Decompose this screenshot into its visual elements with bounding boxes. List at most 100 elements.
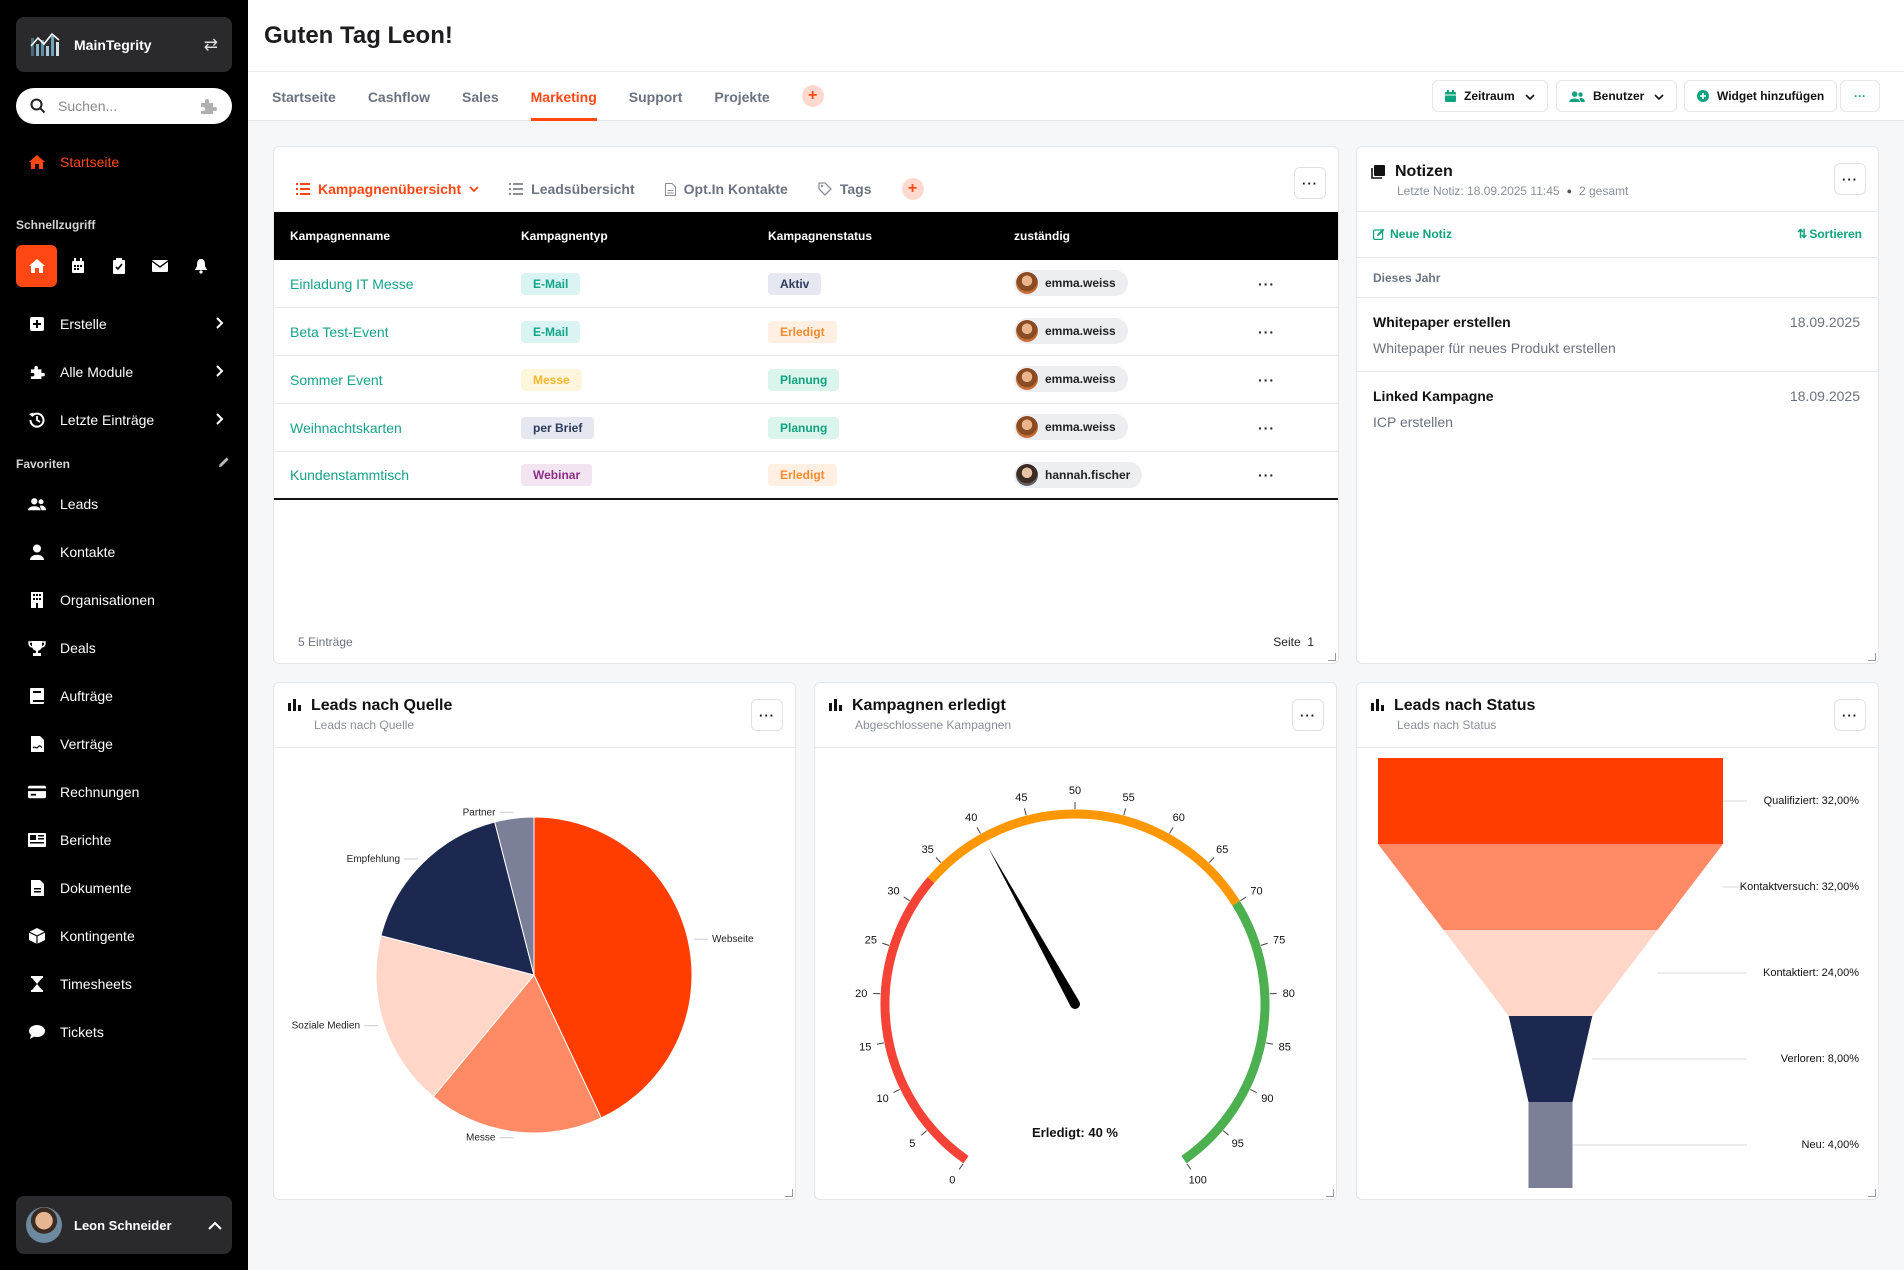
owner-chip[interactable]: emma.weiss (1014, 414, 1128, 440)
table-row[interactable]: Weihnachtskarten per Brief Planung emma.… (274, 404, 1338, 452)
tab-projekte[interactable]: Projekte (714, 88, 770, 105)
tab-optin-kontakte[interactable]: Opt.In Kontakte (664, 167, 788, 211)
campaign-name-link[interactable]: Sommer Event (290, 371, 383, 388)
owner-chip[interactable]: emma.weiss (1014, 366, 1128, 392)
table-row[interactable]: Beta Test-Event E-Mail Erledigt emma.wei… (274, 308, 1338, 356)
quick-home-button[interactable] (16, 245, 57, 287)
sidebar-item-label: Berichte (60, 832, 112, 848)
sidebar-item-dokumente[interactable]: Dokumente (28, 880, 224, 896)
sidebar-item-deals[interactable]: Deals (28, 640, 224, 656)
sort-button[interactable]: ⇅ Sortieren (1797, 227, 1862, 241)
tab-startseite[interactable]: Startseite (272, 88, 336, 105)
tab-cashflow[interactable]: Cashflow (367, 88, 431, 105)
sidebar-item-letzte-eintraege[interactable]: Letzte Einträge (28, 412, 224, 428)
row-actions-button[interactable]: ··· (1258, 323, 1275, 340)
resize-handle[interactable] (785, 1189, 793, 1197)
table-row[interactable]: Einladung IT Messe E-Mail Aktiv emma.wei… (274, 260, 1338, 308)
owner-chip[interactable]: emma.weiss (1014, 318, 1128, 344)
widget-more-button[interactable]: ··· (1292, 699, 1324, 731)
resize-handle[interactable] (1326, 1189, 1334, 1197)
column-header[interactable]: Kampagnenstatus (768, 229, 873, 243)
pie-label: Soziale Medien (292, 1021, 360, 1032)
quick-notifications-button[interactable] (180, 245, 221, 287)
pencil-icon[interactable] (218, 455, 230, 471)
resize-handle[interactable] (1868, 653, 1876, 661)
funnel-segment[interactable] (1508, 1016, 1593, 1102)
gauge-value-label: Erledigt: 40 % (1032, 1125, 1118, 1140)
owner-chip[interactable]: hannah.fischer (1014, 461, 1143, 488)
sidebar-item-organisationen[interactable]: Organisationen (28, 592, 224, 608)
benutzer-button[interactable]: Benutzer (1556, 80, 1678, 112)
quick-tasks-button[interactable] (98, 245, 139, 287)
row-actions-button[interactable]: ··· (1258, 371, 1275, 388)
resize-handle[interactable] (1868, 1189, 1876, 1197)
page-number[interactable]: 1 (1307, 635, 1314, 649)
zeitraum-button[interactable]: Zeitraum (1432, 80, 1548, 112)
note-item[interactable]: Linked Kampagne ICP erstellen 18.09.2025 (1357, 372, 1880, 446)
add-widget-button[interactable]: Widget hinzufügen (1684, 80, 1838, 112)
resize-handle[interactable] (1328, 653, 1336, 661)
widget-more-button[interactable]: ··· (751, 699, 783, 731)
campaign-name-link[interactable]: Beta Test-Event (290, 323, 389, 340)
tab-tags[interactable]: Tags (818, 167, 872, 211)
user-menu[interactable]: Leon Schneider (16, 1196, 232, 1254)
divider (1357, 297, 1878, 298)
header-more-button[interactable]: ··· (1840, 80, 1880, 112)
add-tab-button[interactable]: + (801, 85, 824, 107)
sidebar-item-auftraege[interactable]: Aufträge (28, 688, 224, 704)
funnel-segment[interactable] (1378, 758, 1723, 844)
pie-label: Webseite (712, 934, 754, 945)
table-row[interactable]: Kundenstammtisch Webinar Erledigt hannah… (274, 452, 1338, 500)
campaigns-more-button[interactable]: ··· (1294, 167, 1326, 199)
note-item[interactable]: Whitepaper erstellen Whitepaper für neue… (1357, 298, 1880, 372)
campaign-name-link[interactable]: Einladung IT Messe (290, 275, 414, 292)
pie-slice[interactable] (375, 935, 535, 1098)
sidebar-item-rechnungen[interactable]: Rechnungen (28, 784, 224, 800)
search-input[interactable]: Suchen... (58, 98, 118, 114)
sidebar-item-alle-module[interactable]: Alle Module (28, 364, 224, 380)
sidebar-item-timesheets[interactable]: Timesheets (28, 976, 224, 992)
sidebar-item-kontingente[interactable]: Kontingente (28, 928, 224, 944)
campaign-name-link[interactable]: Kundenstammtisch (290, 467, 410, 483)
quick-mail-button[interactable] (139, 245, 180, 287)
owner-chip[interactable]: emma.weiss (1014, 270, 1128, 296)
add-campaign-tab-button[interactable]: + (901, 178, 924, 200)
nav-startseite[interactable]: Startseite (28, 154, 119, 170)
tab-marketing[interactable]: Marketing (530, 72, 597, 121)
pie-slice[interactable] (380, 821, 535, 976)
tab-support[interactable]: Support (628, 88, 683, 105)
sidebar-item-vertraege[interactable]: Verträge (28, 736, 224, 752)
tab-leadsuebersicht[interactable]: Leadsübersicht (509, 167, 635, 211)
notes-more-button[interactable]: ··· (1834, 163, 1866, 195)
app-switcher[interactable]: MainTegrity ⇄ (16, 17, 232, 72)
quick-calendar-button[interactable] (57, 245, 98, 287)
column-header[interactable]: Kampagnentyp (521, 229, 608, 243)
row-actions-button[interactable]: ··· (1258, 275, 1275, 292)
switch-icon[interactable]: ⇄ (203, 34, 218, 54)
campaign-name-link[interactable]: Weihnachtskarten (290, 419, 402, 436)
table-row[interactable]: Sommer Event Messe Planung emma.weiss ··… (274, 356, 1338, 404)
new-note-button[interactable]: Neue Notiz (1373, 227, 1452, 241)
row-actions-button[interactable]: ··· (1258, 467, 1275, 483)
funnel-segment[interactable] (1443, 930, 1658, 1016)
sidebar-item-kontakte[interactable]: Kontakte (28, 544, 224, 560)
column-header[interactable]: Kampagnenname (290, 229, 391, 243)
pie-slice[interactable] (533, 816, 693, 1119)
column-header[interactable]: zuständig (1014, 229, 1070, 243)
sidebar-item-leads[interactable]: Leads (28, 496, 224, 512)
sidebar-item-berichte[interactable]: Berichte (28, 832, 224, 848)
funnel-segment[interactable] (1528, 1102, 1573, 1188)
type-badge: E-Mail (521, 320, 581, 343)
widget-more-button[interactable]: ··· (1834, 699, 1866, 731)
pie-slice[interactable] (494, 816, 535, 976)
pie-slice[interactable] (432, 974, 602, 1134)
sidebar-item-tickets[interactable]: Tickets (28, 1024, 224, 1040)
search-box[interactable]: Suchen... (16, 88, 232, 124)
tab-sales[interactable]: Sales (462, 88, 499, 105)
sidebar-item-erstelle[interactable]: Erstelle (28, 316, 224, 332)
tab-kampagnenuebersicht[interactable]: Kampagnenübersicht (296, 167, 480, 215)
row-actions-button[interactable]: ··· (1258, 419, 1275, 436)
funnel-segment[interactable] (1378, 844, 1723, 930)
tab-label: Opt.In Kontakte (683, 181, 788, 197)
puzzle-icon[interactable] (198, 98, 218, 114)
